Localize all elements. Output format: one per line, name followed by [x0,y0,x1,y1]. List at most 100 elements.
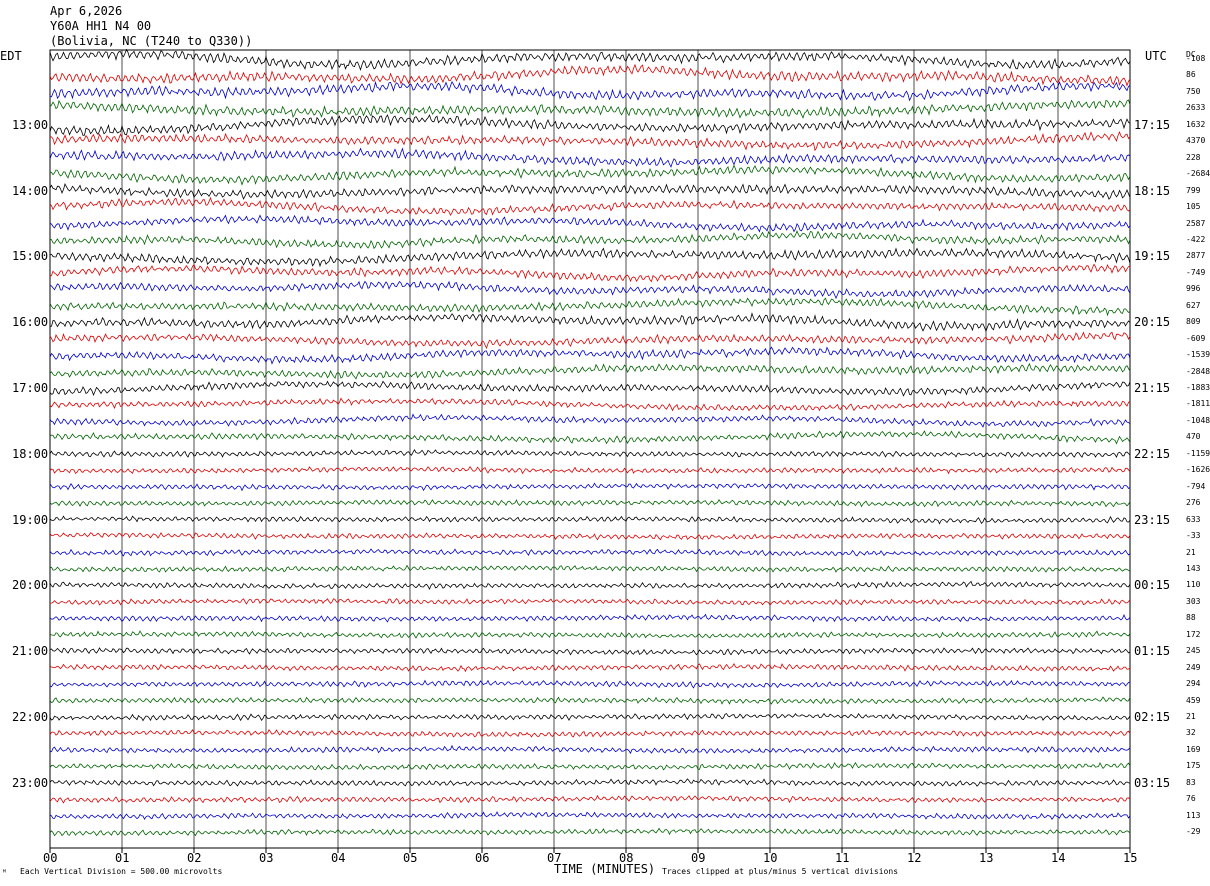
dc-offset-label: 105 [1186,202,1201,212]
seismic-trace [49,80,1131,102]
station-code: Y60A HH1 N4 00 [50,19,152,33]
edt-hour-label: 23:00 [12,775,49,790]
edt-hour-label: 20:00 [12,578,49,593]
utc-hour-label: 23:15 [1134,512,1171,527]
seismic-trace [49,744,1131,755]
x-tick-label: 06 [475,851,490,865]
vertical-scale-note: Each Vertical Division = 500.00 microvol… [20,867,223,876]
x-tick-label: 03 [259,851,274,865]
seismic-trace [49,499,1131,508]
dc-offset-label: 21 [1186,712,1196,721]
seismic-trace [49,280,1131,300]
seismic-trace [49,613,1131,623]
dc-offset-label: 175 [1186,761,1201,771]
seismic-trace [49,183,1131,200]
dc-offset-label: 809 [1186,317,1201,327]
edt-hour-label: 14:00 [12,183,49,198]
seismic-trace [49,331,1131,350]
dc-offset-label: -108 [1186,54,1206,63]
utc-hour-label: 22:15 [1134,446,1171,461]
dc-offset-label: -2684 [1186,169,1210,179]
x-tick-label: 05 [403,851,418,865]
dc-offset-label: -2848 [1186,366,1210,376]
utc-axis-title: UTC [1145,49,1167,63]
dc-offset-label: 4370 [1186,136,1206,146]
utc-hour-label: 19:15 [1134,249,1171,264]
edt-hour-label: 15:00 [12,249,49,264]
seismic-trace [49,482,1131,492]
dc-offset-label: -1048 [1186,415,1210,425]
seismic-trace [49,630,1131,639]
dc-offset-label: 627 [1186,300,1201,310]
seismic-trace [49,778,1131,787]
dc-offset-label: -1811 [1186,399,1210,409]
seismic-trace [49,362,1131,380]
dc-column-title: DC [1186,50,1196,59]
dc-offset-label: 172 [1186,629,1201,639]
seismic-trace [49,564,1131,573]
dc-offset-label: 110 [1186,580,1201,590]
x-tick-label: 10 [763,851,778,865]
dc-offset-label: -33 [1186,531,1201,541]
seismic-trace [49,794,1131,804]
x-tick-label: 01 [115,851,130,865]
dc-offset-label: 996 [1186,284,1201,294]
dc-offset-label: 799 [1186,185,1201,195]
seismic-trace [49,312,1131,333]
seismic-trace [49,247,1131,268]
chart-date: Apr 6,2026 [50,4,123,18]
edt-hour-label: 21:00 [12,644,49,659]
seismic-trace [49,430,1131,445]
edt-hour-label: 16:00 [12,315,49,330]
seismic-trace [49,647,1131,656]
seismic-trace [49,297,1131,317]
dc-offset-label: 294 [1186,679,1201,689]
seismic-trace [49,397,1131,412]
seismic-trace [49,515,1131,525]
x-tick-label: 07 [547,851,562,865]
dc-offset-label: 32 [1186,728,1196,738]
seismic-trace [49,827,1131,837]
dc-offset-label: -749 [1186,267,1206,277]
utc-hour-label: 21:15 [1134,381,1171,395]
dc-offset-label: -422 [1186,234,1206,244]
seismic-trace [49,63,1131,87]
seismic-trace [49,131,1131,152]
edt-hour-label: 18:00 [12,446,49,461]
dc-offset-label: -794 [1186,481,1206,491]
station-location: (Bolivia, NC (T240 to Q330)) [50,34,253,48]
x-tick-label: 02 [187,851,202,865]
dc-offset-label: 86 [1186,70,1196,80]
seismic-trace [49,712,1131,722]
dc-offset-label: 633 [1186,514,1201,524]
utc-hour-label: 00:15 [1134,578,1171,593]
seismic-trace [49,811,1131,821]
edt-hour-label: 22:00 [12,710,49,724]
x-tick-label: 00 [43,851,58,865]
dc-offset-label: 2633 [1186,103,1206,113]
seismic-trace [49,729,1131,738]
dc-offset-label: -1626 [1186,465,1210,475]
dc-offset-label: 303 [1186,596,1201,606]
dc-offset-label: 470 [1186,432,1201,442]
dc-offset-label: 276 [1186,498,1201,508]
dc-offset-label: -1883 [1186,383,1210,392]
seismic-trace [49,762,1131,771]
x-tick-label: 12 [907,851,922,865]
seismic-trace [49,48,1131,71]
seismic-trace [49,531,1131,541]
seismic-trace [49,448,1131,459]
dc-offset-label: -1159 [1186,448,1210,458]
dc-offset-label: -609 [1186,333,1206,343]
seismic-trace [49,164,1131,186]
plot-frame [49,49,1131,849]
dc-offset-label: 76 [1186,794,1196,804]
dc-offset-label: 88 [1186,613,1196,623]
seismic-trace [49,196,1131,216]
seismic-trace [49,263,1130,283]
utc-hour-label: 03:15 [1134,775,1171,790]
x-tick-label: 11 [835,851,850,865]
seismic-trace [49,214,1131,233]
dc-offset-label: 2587 [1186,218,1206,228]
